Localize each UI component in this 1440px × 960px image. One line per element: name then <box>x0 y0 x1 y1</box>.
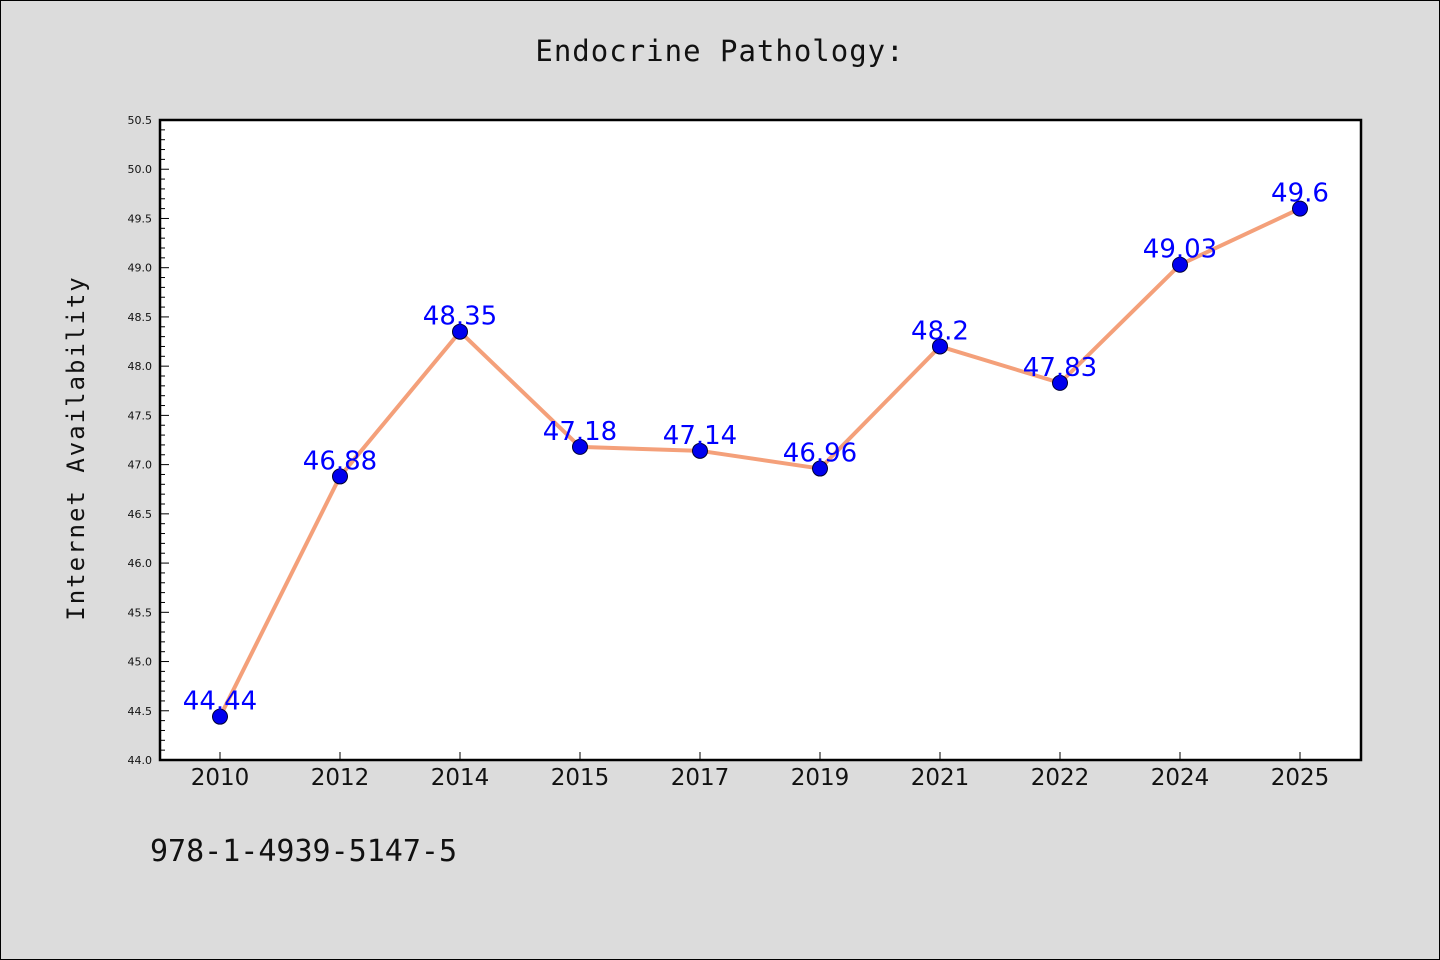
data-label: 49.6 <box>1271 179 1329 209</box>
x-tick-label: 2025 <box>1271 765 1330 791</box>
chart-title: Endocrine Pathology: <box>535 34 905 68</box>
x-tick-label: 2024 <box>1151 765 1210 791</box>
y-tick-label: 47.0 <box>128 459 153 472</box>
data-label: 46.96 <box>783 439 857 469</box>
y-tick-label: 50.5 <box>128 114 153 127</box>
y-tick-label: 48.5 <box>128 311 153 324</box>
x-tick-label: 2015 <box>551 765 610 791</box>
y-tick-label: 47.5 <box>128 409 153 422</box>
y-tick-label: 46.0 <box>128 557 153 570</box>
y-tick-label: 45.0 <box>128 656 153 669</box>
isbn-footer: 978-1-4939-5147-5 <box>150 834 458 869</box>
data-label: 48.35 <box>423 302 497 332</box>
x-tick-label: 2014 <box>431 765 490 791</box>
plot-border <box>158 118 1363 762</box>
data-point <box>1172 256 1188 273</box>
y-tick-label: 46.5 <box>128 508 153 521</box>
plot-area <box>160 120 1361 760</box>
data-point <box>692 442 708 459</box>
data-point <box>1292 200 1308 217</box>
data-point <box>812 460 828 477</box>
series-line <box>218 206 1302 719</box>
x-tick-label: 2022 <box>1031 765 1090 791</box>
x-tick-label: 2019 <box>791 765 850 791</box>
y-tick-label: 50.0 <box>128 163 153 176</box>
y-tick-label: 48.0 <box>128 360 153 373</box>
x-tick-label: 2017 <box>671 765 730 791</box>
y-tick-label: 44.0 <box>128 754 153 767</box>
y-tick-label: 49.5 <box>128 212 153 225</box>
data-point <box>932 338 948 355</box>
y-tick-label: 45.5 <box>128 606 153 619</box>
y-tick-label: 49.0 <box>128 262 153 275</box>
data-point <box>572 438 588 455</box>
data-point <box>452 323 468 340</box>
data-label: 49.03 <box>1143 235 1217 265</box>
data-label: 48.2 <box>911 316 969 346</box>
data-point <box>332 468 348 485</box>
data-point <box>1052 374 1068 391</box>
data-label: 47.18 <box>543 417 617 447</box>
data-label: 46.88 <box>303 446 377 476</box>
x-tick-label: 2021 <box>911 765 970 791</box>
x-tick-label: 2012 <box>311 765 370 791</box>
data-label: 47.14 <box>663 421 737 451</box>
data-label: 44.44 <box>183 687 257 717</box>
x-tick-label: 2010 <box>191 765 250 791</box>
data-label: 47.83 <box>1023 353 1097 383</box>
y-tick-label: 44.5 <box>128 705 153 718</box>
data-point <box>212 708 228 725</box>
